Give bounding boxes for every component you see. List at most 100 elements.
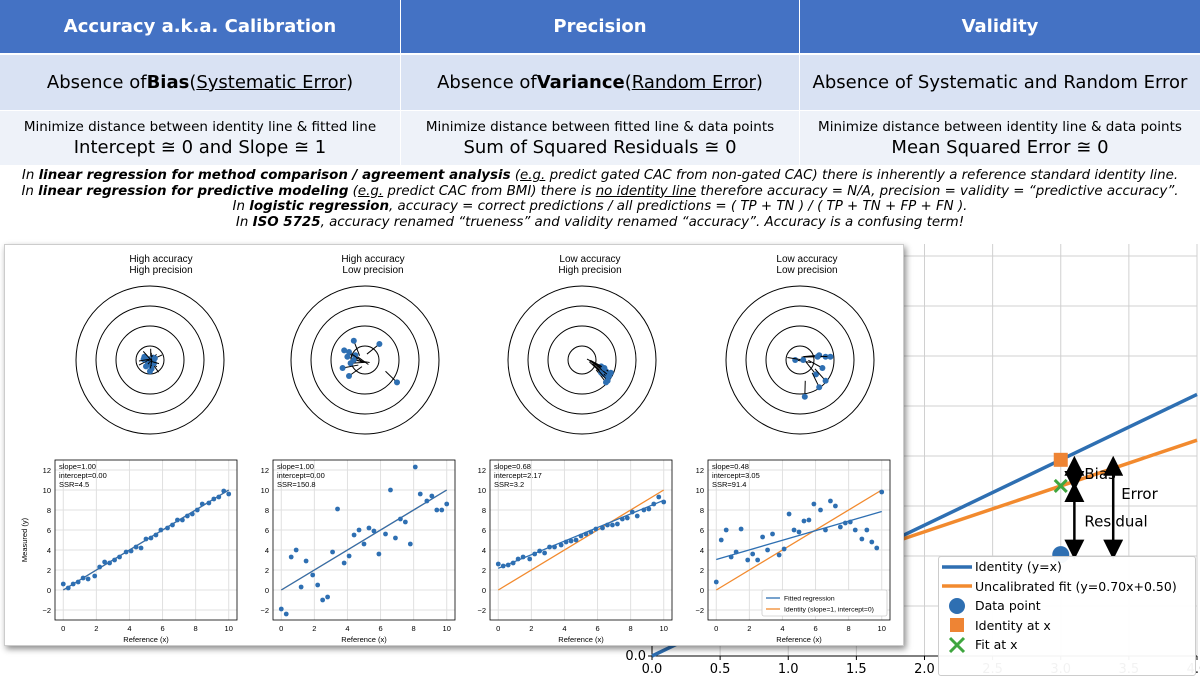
data-point [123, 549, 129, 555]
note-bold: linear regression for method comparison … [38, 168, 511, 183]
data-point [781, 546, 787, 552]
legend-label: Identity at x [975, 617, 1051, 633]
data-point [738, 526, 744, 532]
x-tick-label: 4 [780, 624, 784, 633]
data-point [107, 560, 112, 566]
data-point [558, 542, 564, 548]
criterion-accuracy: Minimize distance between identity line … [0, 111, 400, 165]
data-point [583, 531, 589, 537]
data-point [361, 541, 367, 547]
data-point [641, 507, 647, 513]
hit-point [606, 373, 613, 379]
plot-frame [707, 459, 891, 621]
data-point [283, 611, 289, 617]
data-point [112, 557, 117, 563]
def-text: ) [346, 72, 354, 93]
hit-point [827, 353, 834, 360]
note-underlined: no identity line [595, 183, 697, 199]
y-tick-label: 0 [265, 586, 269, 595]
data-point [811, 501, 817, 507]
note-text: predict CAC from BMI) there is [383, 183, 596, 199]
target-ring [765, 325, 835, 395]
data-point [60, 581, 66, 587]
data-point [823, 527, 828, 533]
hit-point [604, 377, 611, 384]
data-point [520, 554, 526, 560]
data-point [615, 521, 620, 527]
notes-block: In linear regression for method comparis… [0, 168, 1200, 230]
data-point [383, 531, 388, 537]
def-underlined: Systematic Error [196, 72, 347, 93]
criterion-formula: Mean Squared Error ≅ 0 [891, 136, 1109, 158]
hit-point [801, 393, 808, 400]
data-point [542, 550, 547, 556]
data-point [153, 532, 159, 538]
y-tick-label: 6 [265, 526, 269, 535]
legend-item-fit: Uncalibrated fit (y=0.70x+0.50) [939, 577, 1195, 597]
legend-label: Uncalibrated fit (y=0.70x+0.50) [975, 578, 1177, 594]
target-title-3: Low accuracy High precision [510, 254, 670, 276]
data-point [864, 527, 870, 533]
data-point [568, 538, 574, 544]
y-tick-label: −2 [260, 606, 269, 615]
legend-label: Fit at x [975, 637, 1018, 653]
identity-at-x-marker [1053, 452, 1068, 467]
data-point [874, 545, 880, 551]
title-line: Low precision [776, 265, 838, 276]
note-line-1: In linear regression for method comparis… [0, 168, 1200, 184]
legend-identity-label: Identity (slope=1, intercept=0) [784, 607, 874, 614]
note-text: In [21, 183, 39, 199]
data-point [755, 557, 761, 563]
data-point [505, 562, 511, 568]
data-point [278, 606, 284, 612]
y-tick-label: 8 [47, 506, 51, 515]
hit-point [350, 337, 357, 344]
data-point [833, 503, 838, 509]
data-point [376, 551, 382, 557]
y-tick-label: 4 [700, 546, 704, 555]
data-point [718, 537, 724, 543]
data-point [298, 584, 304, 590]
data-point [429, 493, 435, 499]
data-point [128, 548, 134, 554]
y-tick-label: 2 [482, 566, 486, 575]
data-point [656, 494, 662, 500]
stats-annotation: intercept=0.00 [277, 471, 325, 480]
data-point [510, 560, 516, 566]
note-text: ( [348, 183, 358, 199]
criterion-formula: Sum of Squared Residuals ≅ 0 [463, 136, 737, 158]
note-bold: linear regression for predictive modelin… [38, 183, 349, 199]
data-point [70, 581, 76, 587]
x-tick-label: 8 [412, 624, 416, 633]
legend-item-fit-marker: Fit at x [939, 635, 1195, 655]
hit-point [819, 365, 826, 371]
criterion-description: Minimize distance between fitted line & … [425, 118, 775, 135]
legend-item-identity-marker: Identity at x [939, 616, 1195, 636]
data-point [610, 522, 615, 528]
note-underlined: e.g. [520, 168, 546, 183]
title-line: Low precision [342, 265, 404, 276]
hit-point [346, 349, 352, 355]
x-tick-label: 0 [279, 624, 283, 633]
title-line: Low accuracy [559, 254, 621, 265]
data-point [80, 575, 86, 581]
y-tick-label: 8 [482, 506, 486, 515]
title-line: High precision [129, 265, 193, 276]
x-axis-label: Reference (x) [558, 635, 604, 644]
y-tick-label: 12 [696, 466, 704, 475]
bias-label: Bias [1084, 465, 1116, 483]
hit-point [344, 353, 351, 360]
x-tick-label: 10 [443, 624, 451, 633]
x-tick-label: 0.0 [642, 662, 663, 677]
x-tick-label: 2 [529, 624, 533, 633]
target-ring [725, 285, 875, 435]
y-tick-label: 6 [47, 526, 51, 535]
header-precision-label: Precision [553, 16, 647, 37]
target-ring [290, 285, 440, 435]
data-point [770, 531, 775, 537]
data-point [879, 489, 885, 495]
data-point [143, 536, 149, 542]
data-point [138, 545, 144, 551]
data-point [320, 597, 326, 603]
